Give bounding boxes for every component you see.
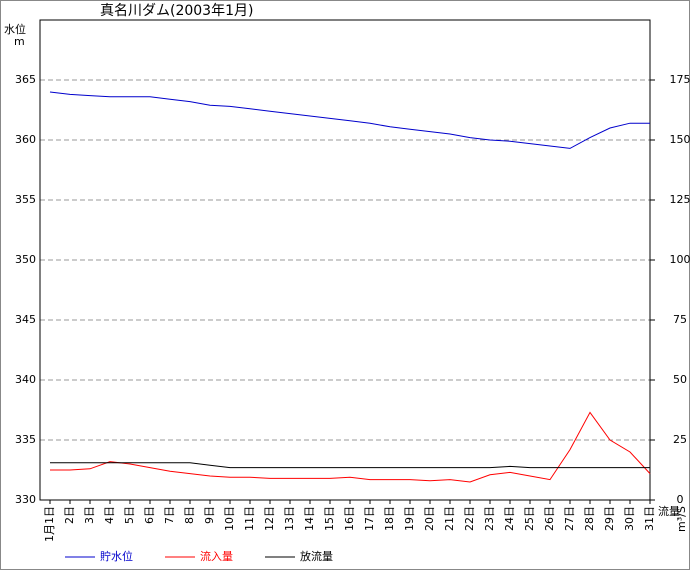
x-tick-label: 16日 — [343, 506, 356, 531]
y2-axis-unit: m³/S — [675, 506, 688, 532]
y2-axis-label: 流量 — [658, 504, 680, 518]
y-axis-label: 水位 — [4, 22, 26, 36]
y2-tick-label: 50 — [673, 373, 687, 386]
x-tick-label: 18日 — [383, 506, 396, 531]
legend-label: 流入量 — [200, 549, 233, 563]
x-tick-label: 8日 — [183, 506, 196, 524]
x-tick-label: 2日 — [63, 506, 76, 524]
y2-tick-label: 75 — [673, 313, 687, 326]
y-tick-label: 335 — [15, 433, 36, 446]
x-tick-label: 21日 — [443, 506, 456, 531]
chart-title: 真名川ダム(2003年1月) — [100, 3, 253, 19]
y2-tick-label: 175 — [670, 73, 690, 86]
y2-tick-label: 150 — [670, 133, 690, 146]
x-tick-label: 11日 — [243, 506, 256, 531]
x-tick-label: 3日 — [83, 506, 96, 524]
legend-label: 放流量 — [300, 549, 333, 563]
x-tick-label: 27日 — [563, 506, 576, 531]
y-axis-unit: m — [14, 35, 25, 48]
x-tick-label: 25日 — [523, 506, 536, 531]
x-tick-label: 7日 — [163, 506, 176, 524]
plot-area — [39, 19, 651, 501]
x-tick-label: 12日 — [263, 506, 276, 531]
y-tick-label: 350 — [15, 253, 36, 266]
x-tick-label: 9日 — [203, 506, 216, 524]
x-tick-label: 22日 — [463, 506, 476, 531]
x-tick-label: 19日 — [403, 506, 416, 531]
y-tick-label: 345 — [15, 313, 36, 326]
x-tick-label: 29日 — [603, 506, 616, 531]
x-tick-label: 15日 — [323, 506, 336, 531]
x-tick-label: 10日 — [223, 506, 236, 531]
y2-tick-label: 100 — [670, 253, 690, 266]
series-line — [50, 462, 650, 469]
y2-tick-label: 25 — [673, 433, 687, 446]
x-tick-label: 30日 — [623, 506, 636, 531]
x-tick-label: 13日 — [283, 506, 296, 531]
x-tick-label: 1月1日 — [43, 506, 56, 542]
series-line — [50, 411, 651, 483]
x-tick-label: 14日 — [303, 506, 316, 531]
x-tick-label: 28日 — [583, 506, 596, 531]
series-line — [49, 91, 650, 149]
y2-tick-label: 0 — [677, 493, 684, 506]
x-tick-label: 6日 — [143, 506, 156, 524]
x-tick-label: 20日 — [423, 506, 436, 531]
y-tick-label: 365 — [15, 73, 36, 86]
x-tick-label: 17日 — [363, 506, 376, 531]
x-tick-label: 5日 — [123, 506, 136, 524]
x-tick-label: 4日 — [103, 506, 116, 524]
y-tick-label: 355 — [15, 193, 36, 206]
x-tick-label: 31日 — [643, 506, 656, 531]
legend-label: 貯水位 — [100, 549, 133, 563]
y-tick-label: 330 — [15, 493, 36, 506]
y-tick-label: 360 — [15, 133, 36, 146]
x-tick-label: 24日 — [503, 506, 516, 531]
x-tick-label: 23日 — [483, 506, 496, 531]
x-tick-label: 26日 — [543, 506, 556, 531]
y2-tick-label: 125 — [670, 193, 690, 206]
y-tick-label: 340 — [15, 373, 36, 386]
